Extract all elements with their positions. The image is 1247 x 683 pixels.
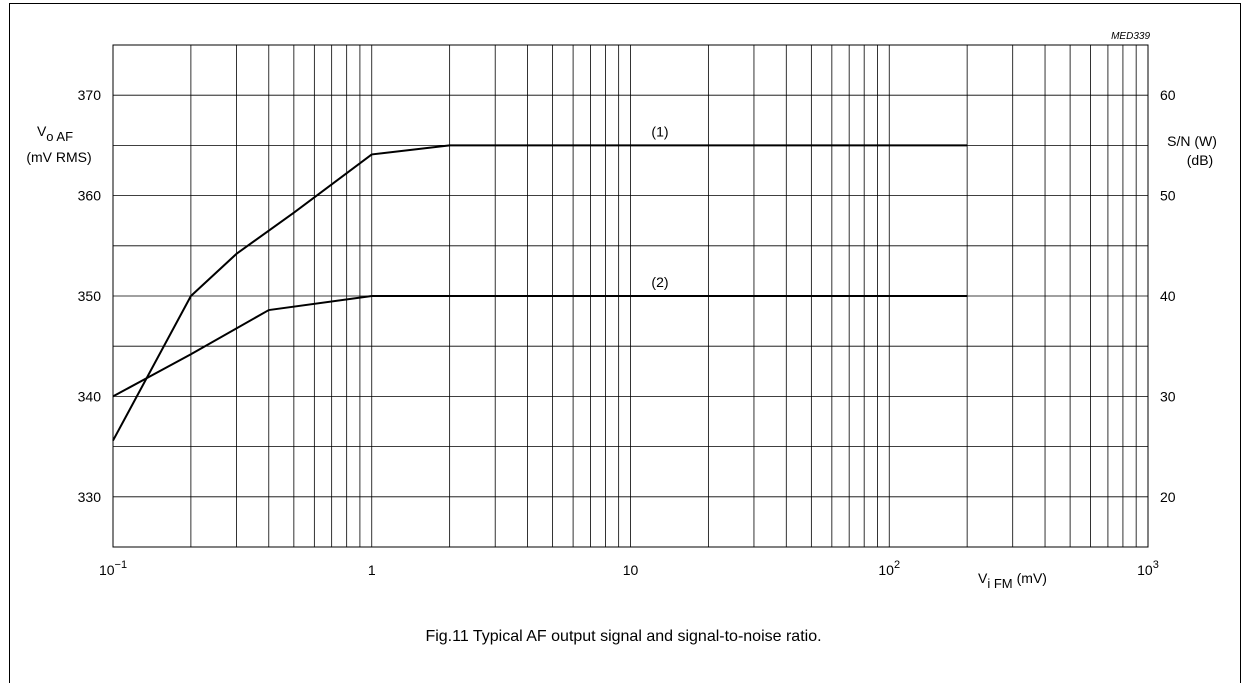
x-tick-label: 1 [368, 562, 376, 578]
y-tick-label-left: 360 [78, 188, 102, 204]
x-tick-label: 103 [1137, 559, 1159, 578]
y-axis-left-label: Vo AF [37, 123, 73, 144]
x-axis-label-main: V [978, 570, 988, 586]
y-axis-right-label-line2: (dB) [1187, 152, 1213, 168]
y-tick-label-left: 330 [78, 489, 102, 505]
y-tick-label-left: 340 [78, 388, 102, 404]
y-tick-label-right: 40 [1160, 288, 1176, 304]
series-label: (2) [651, 274, 668, 290]
y-axis-left-label-main: V [37, 123, 47, 139]
series-line [112, 295, 968, 398]
series-line [112, 144, 968, 442]
tick-labels: 330 340 350 360 370 20 30 40 50 60 10−1 1 10 102 103 [78, 87, 1176, 578]
x-axis-label-sub: i FM [987, 576, 1012, 591]
series-label: (1) [651, 123, 668, 139]
figure-caption: Fig.11 Typical AF output signal and sign… [425, 628, 822, 645]
y-axis-right-label-line1: S/N (W) [1167, 133, 1217, 149]
y-tick-label-right: 60 [1160, 87, 1176, 103]
x-tick-label: 10 [623, 562, 639, 578]
y-tick-label-left: 350 [78, 288, 102, 304]
plot-frame [112, 44, 1149, 548]
figure-frame [9, 3, 1241, 683]
series-group: (1) (2) [112, 123, 968, 442]
axis-labels: Vo AF (mV RMS) S/N (W) (dB) Vi FM (mV) [26, 123, 1217, 591]
y-axis-left-unit: (mV RMS) [26, 149, 91, 165]
x-axis-label-unit: (mV) [1017, 570, 1047, 586]
x-axis-label: Vi FM (mV) [978, 570, 1047, 591]
figure-reference-code: MED339 [1111, 31, 1150, 42]
y-tick-label-right: 20 [1160, 489, 1176, 505]
y-tick-label-right: 30 [1160, 388, 1176, 404]
y-axis-left-label-sub: o AF [46, 129, 73, 144]
x-tick-label: 102 [878, 559, 900, 578]
x-tick-label: 10−1 [99, 559, 127, 578]
y-tick-label-left: 370 [78, 87, 102, 103]
y-tick-label-right: 50 [1160, 188, 1176, 204]
